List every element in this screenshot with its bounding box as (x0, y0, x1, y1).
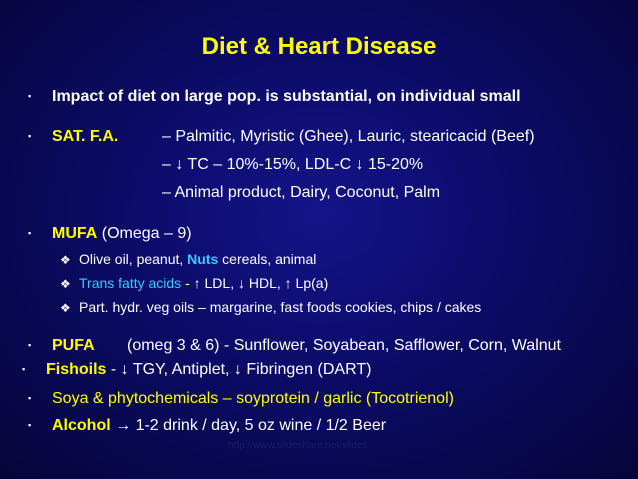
alcohol-text: → 1-2 drink / day, 5 oz wine / 1/2 Beer (110, 417, 387, 434)
bullet-icon: ▪ (28, 340, 32, 350)
mufa-sub-3: Part. hydr. veg oils – margarine, fast f… (79, 299, 482, 315)
fishoils-row: Fishoils - ↓ TGY, Antiplet, ↓ Fibringen … (46, 361, 371, 379)
bullet-icon: ▪ (28, 131, 32, 141)
mufa-sub-2-rest: - ↑ LDL, ↓ HDL, ↑ Lp(a) (181, 275, 329, 291)
sat-line-2: – ↓ TC – 10%-15%, LDL-C ↓ 15-20% (162, 156, 424, 173)
trans-fatty-acids-text: Trans fatty acids (79, 275, 182, 291)
diamond-bullet-icon: ❖ (60, 253, 71, 267)
alcohol-row: Alcohol → 1-2 drink / day, 5 oz wine / 1… (52, 417, 386, 435)
bullet-icon: ▪ (28, 420, 32, 430)
pufa-row: PUFA (52, 337, 95, 355)
bullet-icon: ▪ (28, 393, 32, 403)
nuts-text: Nuts (187, 251, 219, 267)
pufa-label: PUFA (52, 337, 95, 354)
mufa-label: MUFA (52, 225, 98, 242)
soya-text: Soya & phytochemicals – soyprotein / gar… (52, 390, 454, 407)
alcohol-label: Alcohol (52, 417, 111, 434)
bullet-icon: ▪ (28, 228, 32, 238)
sat-label: SAT. F.A. (52, 128, 119, 145)
mufa-omega: (Omega – 9) (97, 225, 192, 242)
watermark: http://www.slideshare.net/slides (228, 440, 368, 451)
diamond-bullet-icon: ❖ (60, 301, 71, 315)
mufa-heading: MUFA (Omega – 9) (52, 225, 192, 243)
mufa-sub-2: Trans fatty acids - ↑ LDL, ↓ HDL, ↑ Lp(a… (79, 275, 328, 291)
fishoils-text: - ↓ TGY, Antiplet, ↓ Fibringen (DART) (106, 361, 372, 378)
bullet-icon: ▪ (28, 91, 32, 101)
mufa-sub-1: Olive oil, peanut, Nuts cereals, animal (79, 251, 316, 267)
mufa-sub-1-rest: cereals, animal (218, 251, 317, 267)
diamond-bullet-icon: ❖ (60, 277, 71, 291)
pufa-text: (omeg 3 & 6) - Sunflower, Soyabean, Saff… (127, 337, 561, 354)
mufa-sub-1-text: Olive oil, peanut, (79, 251, 188, 267)
impact-text: Impact of diet on large pop. is substant… (52, 88, 521, 105)
slide-title: Diet & Heart Disease (201, 33, 437, 60)
sat-line-3: – Animal product, Dairy, Coconut, Palm (162, 184, 441, 201)
bullet-icon: ▪ (22, 364, 26, 374)
fishoils-label: Fishoils (46, 361, 107, 378)
sat-line-1: – Palmitic, Myristic (Ghee), Lauric, ste… (162, 128, 535, 145)
